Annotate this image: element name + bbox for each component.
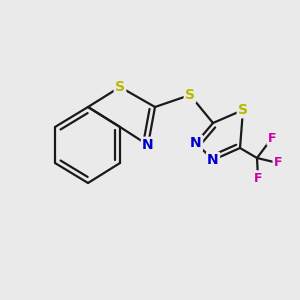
Text: F: F bbox=[254, 172, 262, 184]
Text: S: S bbox=[238, 103, 248, 117]
Text: N: N bbox=[207, 153, 219, 167]
Text: S: S bbox=[115, 80, 125, 94]
Text: N: N bbox=[142, 138, 154, 152]
Text: F: F bbox=[268, 131, 276, 145]
Text: S: S bbox=[185, 88, 195, 102]
Text: F: F bbox=[274, 157, 282, 169]
Text: N: N bbox=[190, 136, 202, 150]
